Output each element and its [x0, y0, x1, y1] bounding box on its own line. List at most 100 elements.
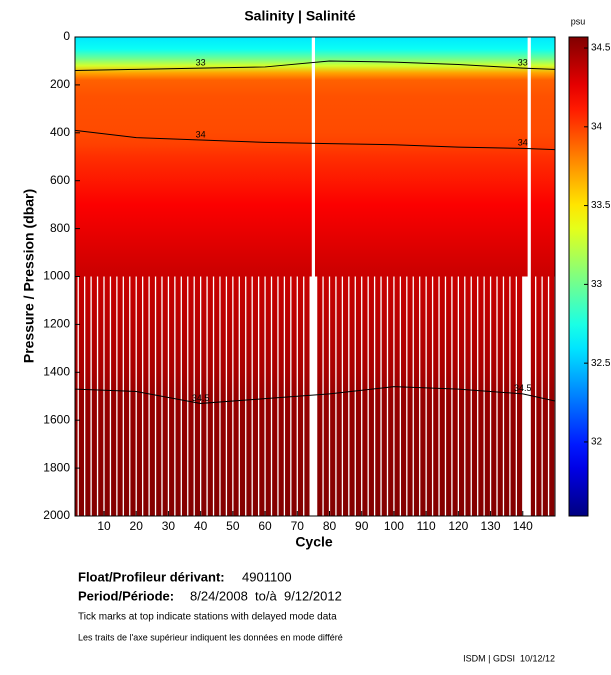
deep-profile [375, 276, 381, 516]
deep-profile [104, 276, 110, 516]
deep-profile [536, 276, 542, 516]
deep-profile [194, 276, 200, 516]
deep-profile [465, 276, 471, 516]
float-label: Float/Profileur dérivant: [78, 569, 225, 584]
deep-profile [265, 276, 271, 516]
deep-profile [143, 276, 149, 516]
x-tick-label: 20 [130, 519, 144, 533]
colorbar-tick-label: 33.5 [591, 200, 611, 211]
deep-profile [510, 276, 516, 516]
deep-profile [207, 276, 213, 516]
deep-profile [362, 276, 368, 516]
deep-profile [272, 276, 278, 516]
deep-profile [85, 276, 91, 516]
deep-profile [439, 276, 445, 516]
deep-profile [227, 276, 233, 516]
x-tick-label: 70 [291, 519, 305, 533]
deep-profile [91, 276, 97, 516]
deep-profile [162, 276, 168, 516]
deep-profile [433, 276, 439, 516]
deep-profile [420, 276, 426, 516]
deep-profile [188, 276, 194, 516]
deep-profile [304, 276, 310, 516]
contour-line [74, 386, 556, 404]
deep-profile [78, 276, 85, 516]
deep-profile [233, 276, 239, 516]
deep-profile [355, 276, 362, 516]
y-tick-label: 1400 [43, 364, 70, 378]
y-tick-label: 400 [50, 125, 70, 139]
y-tick-label: 1000 [43, 269, 70, 283]
deep-profile [446, 276, 452, 516]
x-tick-label: 40 [194, 519, 208, 533]
contour-label: 34.5 [192, 393, 210, 403]
missing-cycle [311, 37, 315, 516]
x-tick-label: 140 [513, 519, 533, 533]
colorbar-tick-label: 32.5 [591, 358, 611, 369]
deep-profile [201, 276, 207, 516]
deep-profile [239, 276, 246, 516]
deep-profile [214, 276, 220, 516]
deep-profile [136, 276, 143, 516]
deep-profile [117, 276, 123, 516]
deep-profile [343, 276, 349, 516]
note-en: Tick marks at top indicate stations with… [78, 612, 337, 623]
deep-profile [75, 276, 78, 516]
missing-cycle [527, 37, 531, 516]
x-tick-label: 100 [384, 519, 404, 533]
x-tick-label: 90 [355, 519, 369, 533]
y-axis-label: Pressure / Pression (dbar) [21, 189, 37, 363]
colorbar [568, 36, 589, 517]
contour-label: 34 [518, 138, 528, 148]
deep-profile [123, 276, 130, 516]
deep-profile [149, 276, 155, 516]
y-tick-label: 0 [63, 29, 70, 43]
deep-profile [497, 276, 503, 516]
x-tick-label: 120 [448, 519, 468, 533]
deep-profile [317, 276, 323, 516]
deep-profile [156, 276, 162, 516]
deep-profile [278, 276, 284, 516]
x-tick-label: 130 [481, 519, 501, 533]
deep-profile [471, 276, 478, 516]
deep-profile [220, 276, 226, 516]
deep-profile [401, 276, 407, 516]
x-tick-label: 50 [226, 519, 240, 533]
deep-profile [252, 276, 258, 516]
deep-profile [259, 276, 265, 516]
deep-profile [330, 276, 336, 516]
deep-profile [549, 276, 555, 516]
deep-profile [413, 276, 420, 516]
deep-profile [394, 276, 400, 516]
contour-line [74, 129, 556, 151]
x-tick-label: 30 [162, 519, 176, 533]
credit: ISDM | GDSI 10/12/12 [463, 653, 555, 663]
deep-profile [349, 276, 355, 516]
deep-profile [452, 276, 458, 516]
deep-profile [516, 276, 523, 516]
deep-profile [181, 276, 188, 516]
contour-label: 33 [196, 58, 206, 68]
deep-profile [504, 276, 510, 516]
deep-profile [484, 276, 490, 516]
note-fr: Les traits de l'axe supérieur indiquent … [78, 632, 343, 642]
y-tick-label: 800 [50, 221, 70, 235]
contour-label: 34 [196, 129, 206, 139]
colorbar-tick-label: 34.5 [591, 43, 611, 54]
period: 8/24/2008 to/à 9/12/2012 [190, 588, 342, 603]
x-tick-label: 10 [97, 519, 111, 533]
deep-profile [169, 276, 175, 516]
deep-profile [407, 276, 413, 516]
deep-profile [175, 276, 181, 516]
contour-line [74, 60, 556, 72]
colorbar-tick-label: 32 [591, 437, 603, 448]
deep-profile [323, 276, 329, 516]
contour-label: 34.5 [514, 383, 532, 393]
colorbar-label: psu [571, 16, 586, 26]
x-tick-label: 110 [417, 519, 436, 533]
float-id: 4901100 [242, 569, 292, 584]
deep-profile [111, 276, 117, 516]
deep-profile [459, 276, 465, 516]
deep-profile [98, 276, 104, 516]
